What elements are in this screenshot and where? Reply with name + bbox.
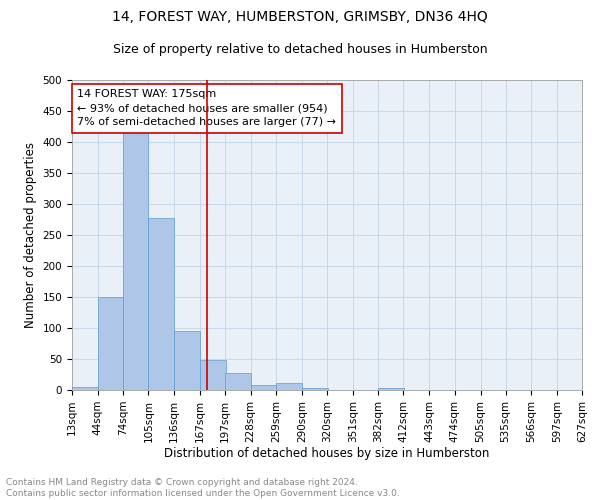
Y-axis label: Number of detached properties: Number of detached properties [24, 142, 37, 328]
Text: Size of property relative to detached houses in Humberston: Size of property relative to detached ho… [113, 42, 487, 56]
Bar [302, 388, 328, 390]
Bar [225, 374, 251, 390]
Bar [277, 383, 302, 390]
Bar [98, 297, 124, 390]
Text: Contains HM Land Registry data © Crown copyright and database right 2024.
Contai: Contains HM Land Registry data © Crown c… [6, 478, 400, 498]
Text: 14, FOREST WAY, HUMBERSTON, GRIMSBY, DN36 4HQ: 14, FOREST WAY, HUMBERSTON, GRIMSBY, DN3… [112, 10, 488, 24]
Text: 14 FOREST WAY: 175sqm
← 93% of detached houses are smaller (954)
7% of semi-deta: 14 FOREST WAY: 175sqm ← 93% of detached … [77, 90, 336, 128]
Bar [122, 130, 148, 390]
Bar [72, 387, 98, 390]
Bar [200, 360, 226, 390]
X-axis label: Distribution of detached houses by size in Humberston: Distribution of detached houses by size … [164, 448, 490, 460]
Bar [148, 218, 174, 390]
Bar [174, 331, 200, 390]
Bar [379, 388, 404, 390]
Bar [251, 385, 277, 390]
